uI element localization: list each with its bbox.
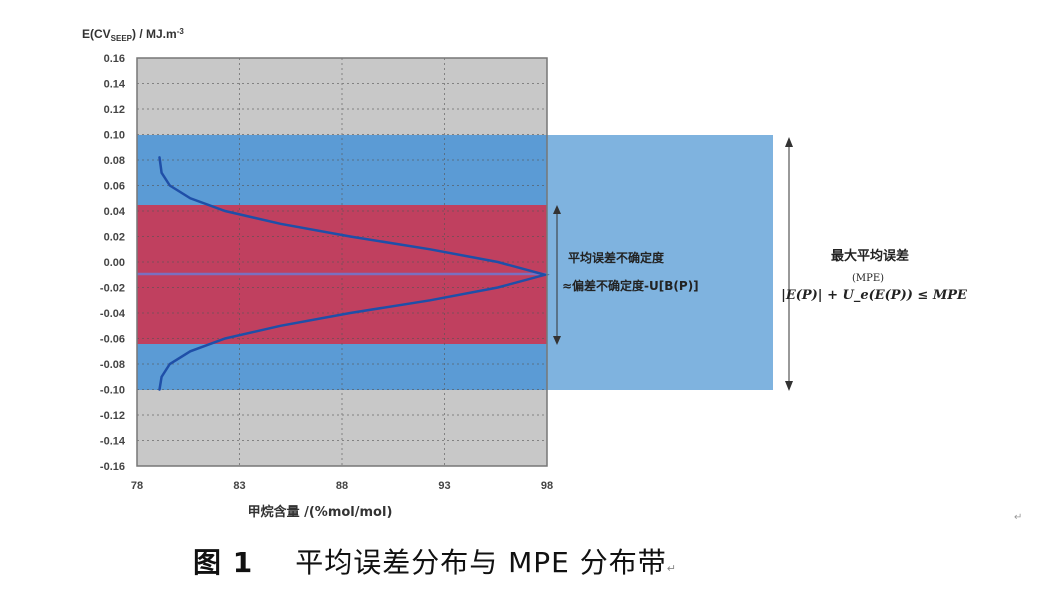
x-axis-ticks: 78 83 88 93 98 xyxy=(131,480,553,492)
plot-frame xyxy=(136,57,548,467)
y-tick-label: 0.02 xyxy=(104,232,125,244)
uncertainty-label-line1: 平均误差不确定度 xyxy=(568,250,665,265)
mpe-band-extension xyxy=(547,135,773,390)
y-tick-label: 0.12 xyxy=(104,104,125,116)
y-tick-label: 0.14 xyxy=(104,79,126,91)
y-tick-label: 0.08 xyxy=(104,155,125,167)
x-tick-label: 78 xyxy=(131,480,143,492)
y-tick-label: 0.04 xyxy=(104,206,126,218)
mpe-formula: |E(P)| + U_e(E(P)) ≤ MPE xyxy=(781,288,968,303)
y-tick-label: -0.02 xyxy=(100,283,125,295)
y-tick-label: -0.12 xyxy=(100,410,125,422)
mpe-formula-top: (MPE) xyxy=(852,273,884,284)
mpe-label: 最大平均误差 xyxy=(831,248,909,264)
y-axis-title: E(CVSEEP) / MJ.m-3 xyxy=(82,27,184,43)
paragraph-mark: ↵ xyxy=(666,562,677,575)
uncertainty-label-line2: ≈偏差不确定度-U[B(P)] xyxy=(562,278,699,293)
x-axis-title: 甲烷含量 /(%mol/mol) xyxy=(248,504,393,520)
distribution-curve xyxy=(158,156,550,391)
x-tick-label: 93 xyxy=(438,480,450,492)
figure-caption-text: 平均误差分布与 MPE 分布带 xyxy=(295,546,667,579)
x-tick-label: 83 xyxy=(233,480,245,492)
y-tick-label: 0.00 xyxy=(104,257,125,269)
figure-caption: 图 1 平均误差分布与 MPE 分布带↵ xyxy=(193,541,677,581)
y-axis-ticks: 0.16 0.14 0.12 0.10 0.08 0.06 0.04 0.02 0.00 -0.0… xyxy=(100,53,126,473)
x-tick-label: 98 xyxy=(541,480,553,492)
mpe-arrow xyxy=(785,137,793,391)
x-tick-label: 88 xyxy=(336,480,348,492)
y-tick-label: -0.04 xyxy=(100,308,126,320)
y-tick-label: -0.14 xyxy=(100,436,126,448)
y-tick-label: -0.08 xyxy=(100,359,125,371)
uncertainty-arrow xyxy=(553,205,561,345)
y-tick-label: 0.06 xyxy=(104,181,125,193)
grid-lines xyxy=(137,58,547,466)
y-tick-label: -0.10 xyxy=(100,385,125,397)
paragraph-mark-right: ↵ xyxy=(1014,512,1023,523)
y-tick-label: -0.16 xyxy=(100,461,125,473)
y-tick-label: -0.06 xyxy=(100,334,125,346)
y-tick-label: 0.10 xyxy=(104,130,125,142)
y-tick-label: 0.16 xyxy=(104,53,125,65)
figure-number: 图 1 xyxy=(193,546,254,579)
